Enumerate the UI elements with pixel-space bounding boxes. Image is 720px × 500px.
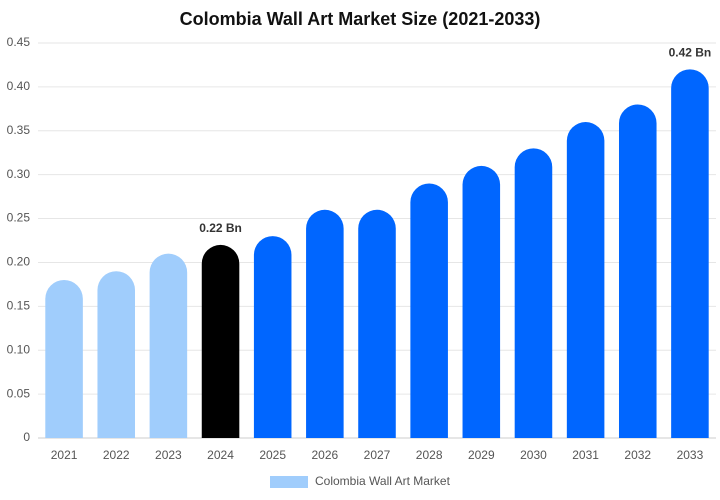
x-tick-label: 2030 — [520, 448, 547, 462]
x-tick-label: 2026 — [311, 448, 338, 462]
x-tick-label: 2033 — [677, 448, 704, 462]
x-tick-label: 2024 — [207, 448, 234, 462]
x-tick-label: 2032 — [624, 448, 651, 462]
y-tick-label: 0.10 — [7, 342, 31, 356]
y-tick-label: 0.40 — [7, 79, 31, 93]
legend-swatch — [270, 476, 308, 488]
y-tick-label: 0.35 — [7, 123, 31, 137]
bar — [671, 69, 709, 439]
bar — [514, 148, 553, 439]
bar — [410, 183, 448, 438]
bar — [97, 271, 136, 438]
y-tick-label: 0.20 — [7, 255, 31, 269]
data-label: 0.42 Bn — [669, 46, 712, 60]
x-tick-label: 2031 — [572, 448, 599, 462]
y-tick-label: 0.25 — [7, 211, 31, 225]
y-tick-label: 0.30 — [7, 167, 31, 181]
y-tick-label: 0 — [23, 430, 30, 444]
x-tick-label: 2028 — [416, 448, 443, 462]
bar — [462, 165, 501, 439]
y-tick-label: 0.45 — [7, 35, 31, 49]
x-tick-label: 2021 — [51, 448, 78, 462]
x-tick-label: 2029 — [468, 448, 495, 462]
bar — [618, 104, 657, 439]
x-tick-label: 2022 — [103, 448, 130, 462]
legend-label: Colombia Wall Art Market — [315, 474, 451, 488]
bar — [201, 244, 240, 438]
bar — [149, 253, 188, 438]
x-tick-label: 2027 — [364, 448, 391, 462]
y-tick-label: 0.05 — [7, 386, 31, 400]
data-label: 0.22 Bn — [199, 221, 242, 235]
bar — [566, 122, 605, 438]
chart-title: Colombia Wall Art Market Size (2021-2033… — [180, 9, 541, 29]
bar — [306, 209, 344, 438]
bar — [358, 209, 396, 438]
x-tick-label: 2025 — [259, 448, 286, 462]
y-tick-label: 0.15 — [7, 299, 31, 313]
x-tick-label: 2023 — [155, 448, 182, 462]
bar — [45, 280, 83, 438]
bar — [253, 236, 292, 438]
